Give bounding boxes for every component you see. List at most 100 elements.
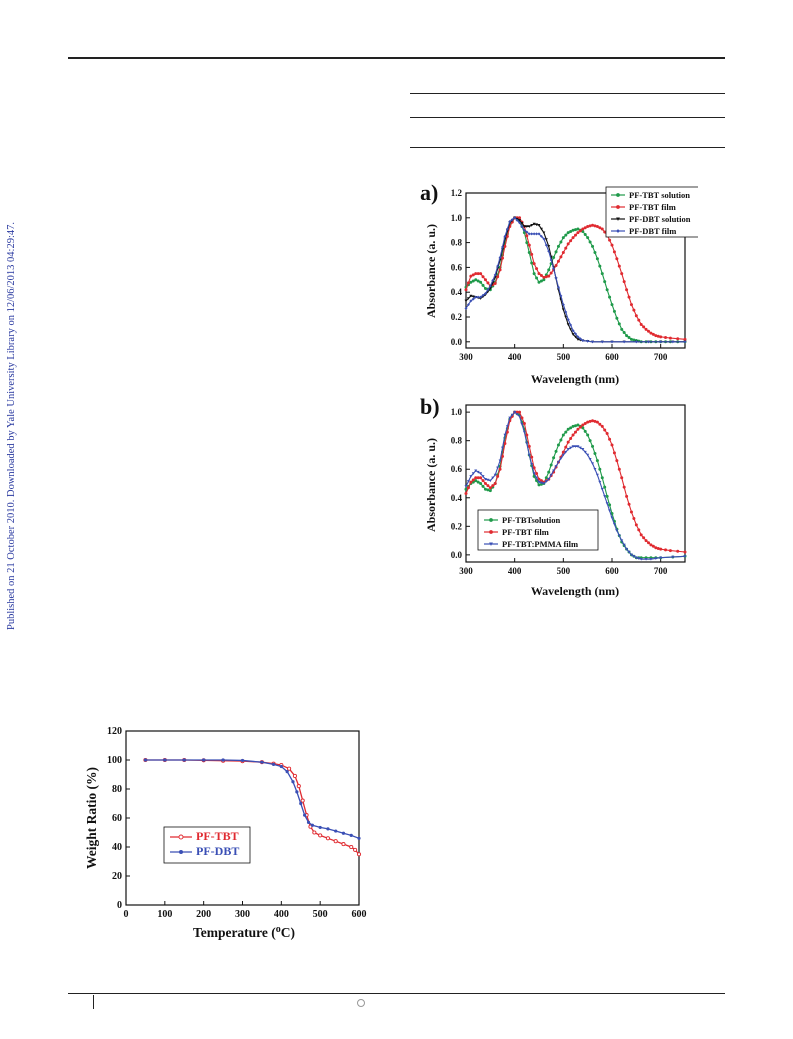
data-point bbox=[581, 423, 585, 427]
data-point bbox=[586, 224, 590, 228]
data-point bbox=[481, 275, 485, 279]
data-point bbox=[639, 557, 643, 561]
data-point bbox=[479, 472, 483, 476]
tga-chart: 0 20 40 60 80 100 120 0 100 200 300 400 500 600 Temp… bbox=[84, 726, 367, 940]
data-point bbox=[349, 833, 353, 837]
data-point bbox=[318, 833, 323, 838]
data-point bbox=[569, 239, 573, 243]
data-point bbox=[525, 442, 529, 446]
data-point bbox=[554, 449, 558, 453]
x-tick-label: 600 bbox=[605, 352, 619, 362]
data-point bbox=[569, 446, 573, 450]
data-point bbox=[349, 844, 354, 850]
data-point bbox=[464, 299, 468, 303]
legend-entry: PF-TBT bbox=[170, 829, 239, 843]
data-point bbox=[600, 476, 604, 480]
legend-label: PF-TBT film bbox=[629, 202, 676, 212]
data-point bbox=[501, 245, 504, 249]
data-point bbox=[518, 415, 522, 418]
data-point bbox=[656, 546, 660, 550]
data-point bbox=[544, 476, 548, 480]
x-tick-label: 500 bbox=[313, 909, 328, 920]
data-point bbox=[547, 249, 551, 253]
data-point bbox=[593, 452, 597, 456]
data-point bbox=[535, 223, 539, 227]
data-point bbox=[605, 432, 609, 436]
x-tick-label: 0 bbox=[124, 909, 129, 920]
plot-frame-a bbox=[465, 192, 686, 349]
series-3 bbox=[464, 216, 687, 344]
data-point bbox=[561, 450, 565, 454]
data-point bbox=[629, 337, 633, 341]
legend-box-tga bbox=[163, 826, 251, 864]
data-point bbox=[483, 482, 487, 485]
data-point bbox=[469, 475, 473, 478]
data-point bbox=[221, 758, 225, 762]
data-point bbox=[481, 475, 485, 478]
data-point bbox=[501, 256, 504, 260]
data-point bbox=[525, 234, 529, 238]
data-point bbox=[566, 231, 570, 235]
data-point bbox=[608, 509, 612, 513]
data-point bbox=[474, 278, 478, 282]
y-axis-label-a: Absorbance (a. u.) bbox=[424, 224, 438, 318]
data-point bbox=[202, 758, 206, 762]
data-point bbox=[525, 241, 529, 245]
data-point bbox=[471, 295, 475, 299]
table-bottom-rule bbox=[410, 147, 725, 148]
data-point bbox=[649, 543, 653, 547]
data-point bbox=[539, 273, 543, 277]
x-tick-label: 400 bbox=[508, 352, 522, 362]
data-point bbox=[554, 276, 558, 280]
data-point bbox=[488, 486, 492, 490]
data-point bbox=[561, 308, 565, 312]
data-point bbox=[469, 274, 473, 278]
data-point bbox=[486, 478, 490, 482]
data-point bbox=[483, 286, 487, 290]
data-point bbox=[544, 480, 548, 483]
data-point bbox=[622, 331, 626, 334]
data-point bbox=[559, 240, 563, 244]
data-point bbox=[620, 272, 624, 276]
data-point bbox=[542, 275, 546, 279]
data-point bbox=[588, 458, 592, 461]
absorbance-chart-b: b) 0.0 0.2 0.4 0.6 0.8 1.0 300 400 500 600 700 Wa… bbox=[420, 394, 687, 598]
data-point bbox=[556, 460, 560, 464]
data-point bbox=[532, 262, 536, 266]
data-point bbox=[647, 340, 650, 344]
data-point bbox=[466, 281, 470, 285]
data-point bbox=[576, 335, 580, 339]
data-point bbox=[598, 422, 602, 426]
legend-label: PF-TBTsolution bbox=[502, 515, 561, 525]
data-point bbox=[586, 339, 590, 343]
y-tick-label: 40 bbox=[112, 842, 122, 853]
data-point bbox=[591, 223, 595, 227]
x-axis-label-a: Wavelength (nm) bbox=[531, 372, 619, 386]
data-point bbox=[617, 534, 621, 538]
data-point bbox=[576, 231, 580, 235]
data-point bbox=[595, 473, 599, 477]
data-point bbox=[668, 549, 672, 553]
data-point bbox=[505, 430, 509, 434]
data-point bbox=[469, 294, 473, 298]
data-point bbox=[505, 234, 509, 238]
data-point bbox=[476, 272, 480, 276]
data-point bbox=[571, 333, 575, 336]
data-point bbox=[603, 485, 607, 489]
x-ticks-a: 300 400 500 600 700 bbox=[459, 344, 668, 362]
data-point bbox=[539, 481, 543, 485]
data-point bbox=[488, 284, 492, 288]
legend-entry: PF-TBTsolution bbox=[484, 515, 561, 525]
data-point bbox=[600, 272, 604, 276]
data-point bbox=[466, 297, 470, 300]
y-tick-label: 1.0 bbox=[451, 407, 463, 417]
x-tick-label: 300 bbox=[235, 909, 250, 920]
data-point bbox=[479, 272, 483, 276]
data-point bbox=[471, 273, 475, 277]
data-point bbox=[622, 280, 626, 284]
data-point bbox=[559, 457, 563, 461]
data-point bbox=[588, 419, 592, 423]
data-point bbox=[612, 522, 616, 526]
data-point bbox=[561, 251, 565, 255]
y-ticks-tga: 0 20 40 60 80 100 120 bbox=[107, 726, 130, 911]
